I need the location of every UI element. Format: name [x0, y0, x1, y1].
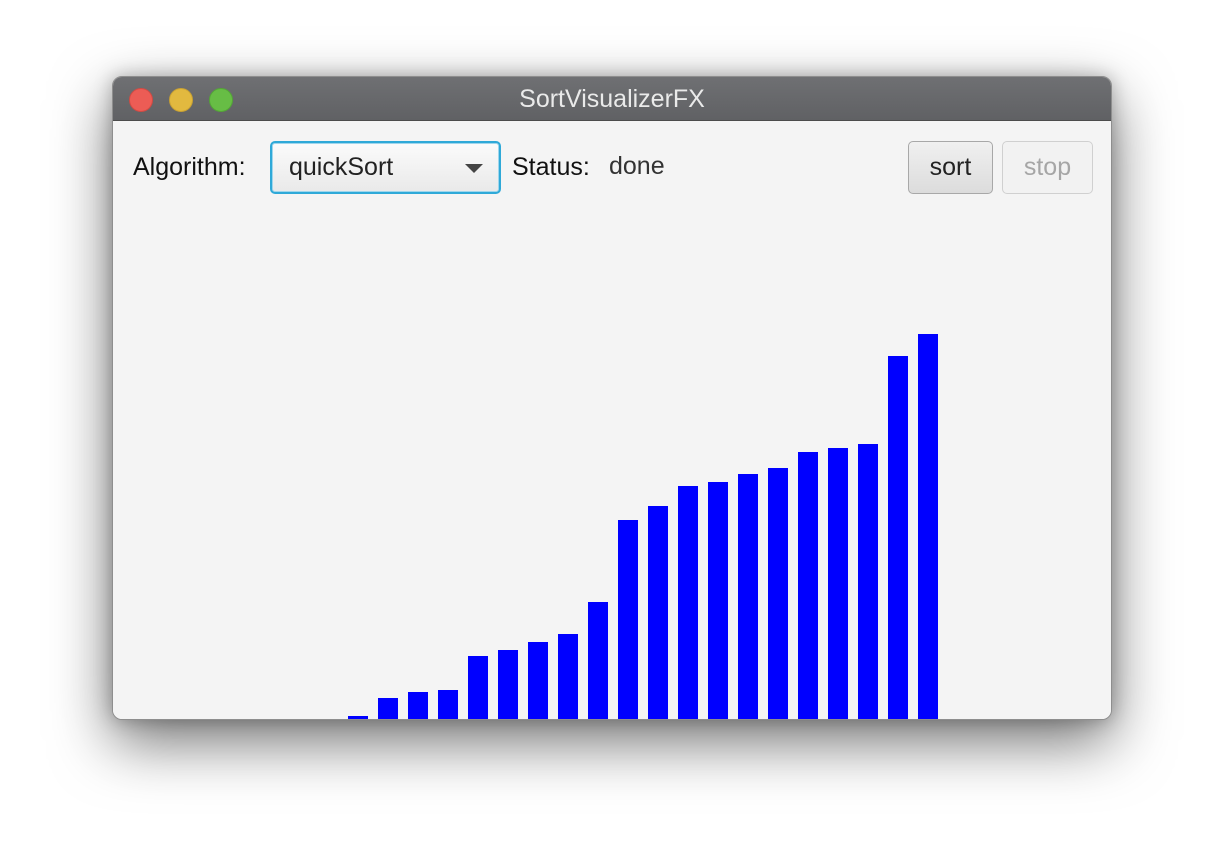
title-bar[interactable]: SortVisualizerFX: [113, 77, 1111, 121]
value-bar: [618, 520, 638, 719]
algorithm-select-value: quickSort: [289, 153, 394, 181]
stop-button[interactable]: stop: [1002, 141, 1093, 194]
value-bar: [558, 634, 578, 719]
close-window-button[interactable]: [129, 88, 153, 112]
value-bar: [768, 468, 788, 719]
app-window: SortVisualizerFX Algorithm: quickSort St…: [112, 76, 1112, 720]
window-title: SortVisualizerFX: [519, 85, 705, 113]
value-bar: [468, 656, 488, 719]
dropdown-arrow-icon: [465, 164, 483, 173]
algorithm-label: Algorithm:: [133, 153, 246, 181]
value-bar: [828, 448, 848, 719]
value-bar: [678, 486, 698, 719]
value-bar: [438, 690, 458, 719]
main-content: Algorithm: quickSort Status: done sort s…: [113, 121, 1111, 719]
value-bar: [708, 482, 728, 719]
value-bar: [918, 334, 938, 719]
minimize-window-button[interactable]: [169, 88, 193, 112]
sort-button[interactable]: sort: [908, 141, 993, 194]
value-bar: [858, 444, 878, 719]
algorithm-select[interactable]: quickSort: [270, 141, 501, 194]
status-value: done: [609, 152, 665, 180]
value-bar: [648, 506, 668, 719]
value-bar: [378, 698, 398, 719]
value-bar: [348, 716, 368, 719]
value-bar: [798, 452, 818, 719]
sort-bar-chart: [348, 334, 938, 719]
zoom-window-button[interactable]: [209, 88, 233, 112]
value-bar: [408, 692, 428, 719]
value-bar: [738, 474, 758, 719]
value-bar: [588, 602, 608, 719]
value-bar: [528, 642, 548, 719]
status-label: Status:: [512, 153, 590, 181]
value-bar: [888, 356, 908, 719]
value-bar: [498, 650, 518, 719]
